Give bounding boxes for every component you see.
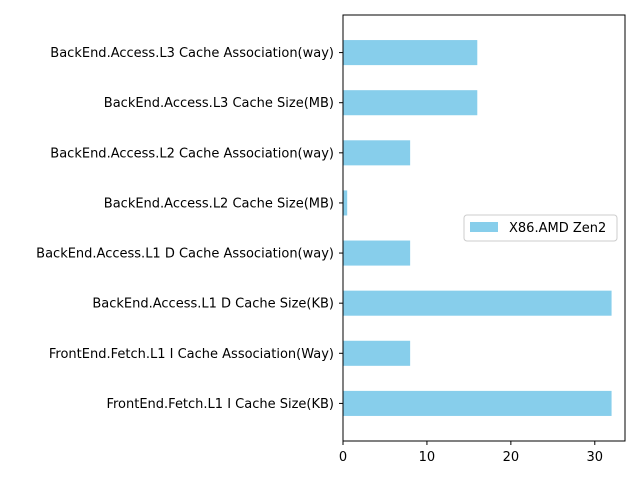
y-tick-label-0: FrontEnd.Fetch.L1 I Cache Size(KB)	[106, 397, 334, 412]
x-tick-label-3: 30	[587, 450, 604, 465]
bar-1	[343, 340, 411, 366]
bar-3	[343, 240, 411, 266]
bar-0	[343, 390, 612, 416]
legend: X86.AMD Zen2	[463, 214, 618, 242]
y-tick-label-6: BackEnd.Access.L3 Cache Size(MB)	[104, 96, 334, 111]
bar-2	[343, 290, 612, 316]
x-tick-label-1: 10	[419, 450, 436, 465]
x-tick-label-2: 20	[503, 450, 520, 465]
bar-6	[343, 90, 478, 116]
y-tick-label-3: BackEnd.Access.L1 D Cache Association(wa…	[36, 247, 334, 262]
bars-group	[343, 40, 612, 416]
bar-5	[343, 140, 411, 166]
bar-7	[343, 40, 478, 66]
y-tick-labels: FrontEnd.Fetch.L1 I Cache Size(KB) FrontE…	[36, 46, 343, 412]
y-tick-label-7: BackEnd.Access.L3 Cache Association(way)	[50, 46, 334, 61]
axes-frame	[342, 14, 626, 442]
plot-frame	[342, 14, 626, 442]
x-tick-label-0: 0	[339, 450, 347, 465]
legend-swatch	[470, 222, 498, 232]
y-tick-label-1: FrontEnd.Fetch.L1 I Cache Association(Wa…	[49, 347, 334, 362]
x-ticks: 0 10 20 30	[339, 441, 603, 465]
legend-frame	[463, 214, 618, 242]
bar-4	[343, 190, 348, 216]
y-tick-label-5: BackEnd.Access.L2 Cache Association(way)	[50, 146, 334, 161]
y-tick-label-4: BackEnd.Access.L2 Cache Size(MB)	[104, 196, 334, 211]
y-tick-label-2: BackEnd.Access.L1 D Cache Size(KB)	[92, 297, 334, 312]
legend-label: X86.AMD Zen2	[509, 221, 606, 236]
